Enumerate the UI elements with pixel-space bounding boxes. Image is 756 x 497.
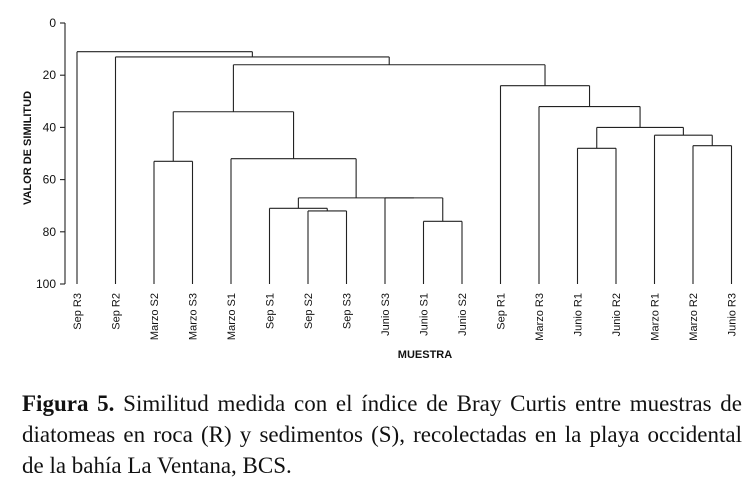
leaf-label: Marzo S3 [188,293,200,340]
leaf-label: Marzo S1 [226,293,238,340]
leaf-label: Junio S1 [419,293,431,336]
y-tick-label: 100 [36,277,56,291]
leaf-label: Marzo R1 [650,293,662,341]
caption-label: Figura 5. [22,391,115,416]
leaf-label: Junio R3 [727,293,739,336]
x-axis-title: MUESTRA [398,349,452,361]
y-tick-label: 80 [43,225,57,239]
leaf-labels: Sep R3 Sep R2 Marzo S2 Marzo S3 Marzo S1 Sep … [72,293,739,341]
leaf-label: Marzo R2 [688,293,700,341]
leaf-label: Junio R2 [611,293,623,336]
figure-caption: Figura 5. Similitud medida con el índice… [22,388,742,481]
leaf-label: Sep R1 [496,293,508,330]
leaf-label: Junio S2 [457,293,469,336]
leaf-label: Sep S3 [342,293,354,329]
leaf-label: Junio R1 [573,293,585,336]
leaf-label: Sep R3 [72,293,84,330]
y-axis: 0 20 40 60 80 100 [36,16,66,291]
leaf-label: Marzo S2 [149,293,161,340]
y-tick-label: 60 [43,173,57,187]
dendrogram-branches [76,51,733,284]
leaf-label: Sep R2 [111,293,123,330]
y-axis-title: VALOR DE SIMILITUD [22,91,34,205]
leaf-label: Sep S2 [303,293,315,329]
caption-text: Similitud medida con el índice de Bray C… [22,391,742,478]
leaf-label: Sep S1 [265,293,277,329]
y-tick-label: 20 [43,68,57,82]
y-tick-label: 40 [43,120,57,134]
leaf-label: Junio S3 [380,293,392,336]
y-tick-label: 0 [49,16,56,30]
leaf-label: Marzo R3 [534,293,546,341]
dendrogram-figure: 0 20 40 60 80 100 Sep R3 Sep R2 Marzo S2 Marzo S… [22,16,739,361]
